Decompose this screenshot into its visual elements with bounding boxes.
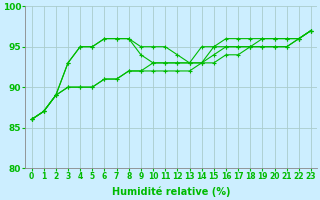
X-axis label: Humidité relative (%): Humidité relative (%) — [112, 187, 230, 197]
